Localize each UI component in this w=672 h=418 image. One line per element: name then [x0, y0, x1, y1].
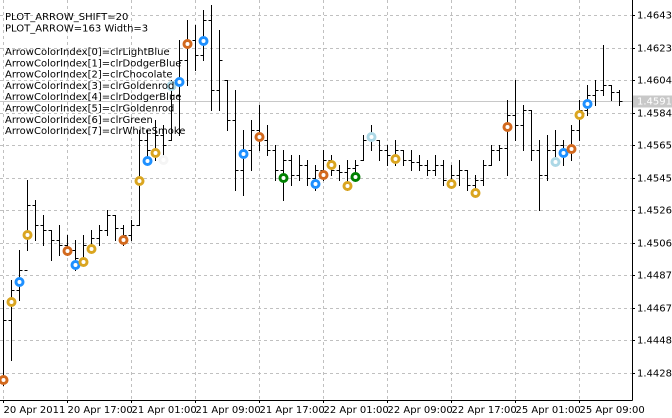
arrow — [558, 148, 569, 158]
y-tick-label: 1.45845 — [637, 109, 672, 120]
y-tick-label: 1.46430 — [637, 11, 672, 22]
arrow — [198, 36, 209, 46]
arrow — [390, 154, 401, 164]
x-tick-label: 20 Apr 17:00 — [68, 405, 133, 416]
arrow — [0, 375, 9, 385]
arrow — [142, 156, 153, 166]
x-tick-label: 20 Apr 2011 — [4, 405, 66, 416]
arrow — [310, 179, 321, 189]
annotation: ArrowColorIndex[1]=clrDodgerBlue — [5, 58, 181, 69]
annotation: PLOT_ARROW_SHIFT=20 — [5, 12, 128, 23]
arrow — [278, 173, 289, 183]
labels: 1.46430 1.46235 1.46040 1.45845 1.45650 1.454… — [3, 11, 672, 416]
arrow — [150, 148, 161, 158]
y-tick-label: 1.44870 — [637, 271, 672, 282]
arrow — [78, 257, 89, 267]
x-tick-label: 21 Apr 01:00 — [132, 405, 197, 416]
arrow — [14, 277, 25, 287]
annotation: PLOT_ARROW=163 Width=3 — [5, 24, 148, 35]
arrow — [566, 144, 577, 154]
y-tick-label: 1.45065 — [637, 239, 672, 250]
arrow — [582, 99, 593, 109]
y-tick-label: 1.45455 — [637, 174, 672, 185]
annotation: ArrowColorIndex[0]=clrLightBlue — [5, 47, 170, 58]
x-tick-label: 22 Apr 09:00 — [388, 405, 453, 416]
arrow — [166, 81, 177, 91]
current-price-label: 1.45914 — [637, 97, 672, 108]
current-price-box — [632, 95, 672, 108]
arrow — [446, 179, 457, 189]
arrow — [118, 235, 129, 245]
arrow — [574, 110, 585, 120]
annotation: ArrowColorIndex[7]=clrWhiteSmoke — [5, 126, 185, 137]
arrow — [350, 172, 361, 182]
arrow — [158, 155, 169, 165]
x-tick-label: 25 Apr 01:00 — [516, 405, 581, 416]
y-tick-label: 1.44480 — [637, 336, 672, 347]
annotation: ArrowColorIndex[2]=clrChocolate — [5, 70, 173, 81]
x-tick-label: 21 Apr 17:00 — [260, 405, 325, 416]
annotation: ArrowColorIndex[6]=clrGreen — [5, 115, 153, 126]
arrow — [86, 244, 97, 254]
arrow — [254, 132, 265, 142]
annotation: ArrowColorIndex[5]=clrGoldenrod — [5, 104, 174, 115]
x-tick-label: 25 Apr 09:00 — [580, 405, 645, 416]
arrow — [174, 77, 185, 87]
arrow — [550, 157, 561, 167]
arrow — [182, 39, 193, 49]
arrow — [70, 260, 81, 270]
arrow — [342, 181, 353, 191]
y-tick-label: 1.46040 — [637, 76, 672, 87]
arrow — [470, 188, 481, 198]
y-tick-label: 1.44285 — [637, 369, 672, 380]
annotation: ArrowColorIndex[3]=clrGoldenrod — [5, 81, 174, 92]
marks — [0, 5, 623, 386]
y-tick-label: 1.44675 — [637, 304, 672, 315]
x-tick-label: 22 Apr 01:00 — [324, 405, 389, 416]
annotation: ArrowColorIndex[4]=clrDodgerBlue — [5, 92, 181, 103]
arrow — [318, 170, 329, 180]
arrow — [502, 122, 513, 132]
y-tick-label: 1.45650 — [637, 141, 672, 152]
y-tick-label: 1.46235 — [637, 44, 672, 55]
arrow — [366, 132, 377, 142]
arrow — [6, 297, 17, 307]
arrow — [238, 149, 249, 159]
x-tick-label: 22 Apr 17:00 — [452, 405, 517, 416]
arrow — [134, 176, 145, 186]
arrow — [62, 246, 73, 256]
y-tick-label: 1.45260 — [637, 206, 672, 217]
arrow — [22, 230, 33, 240]
x-tick-label: 21 Apr 09:00 — [196, 405, 261, 416]
arrow — [326, 160, 337, 170]
